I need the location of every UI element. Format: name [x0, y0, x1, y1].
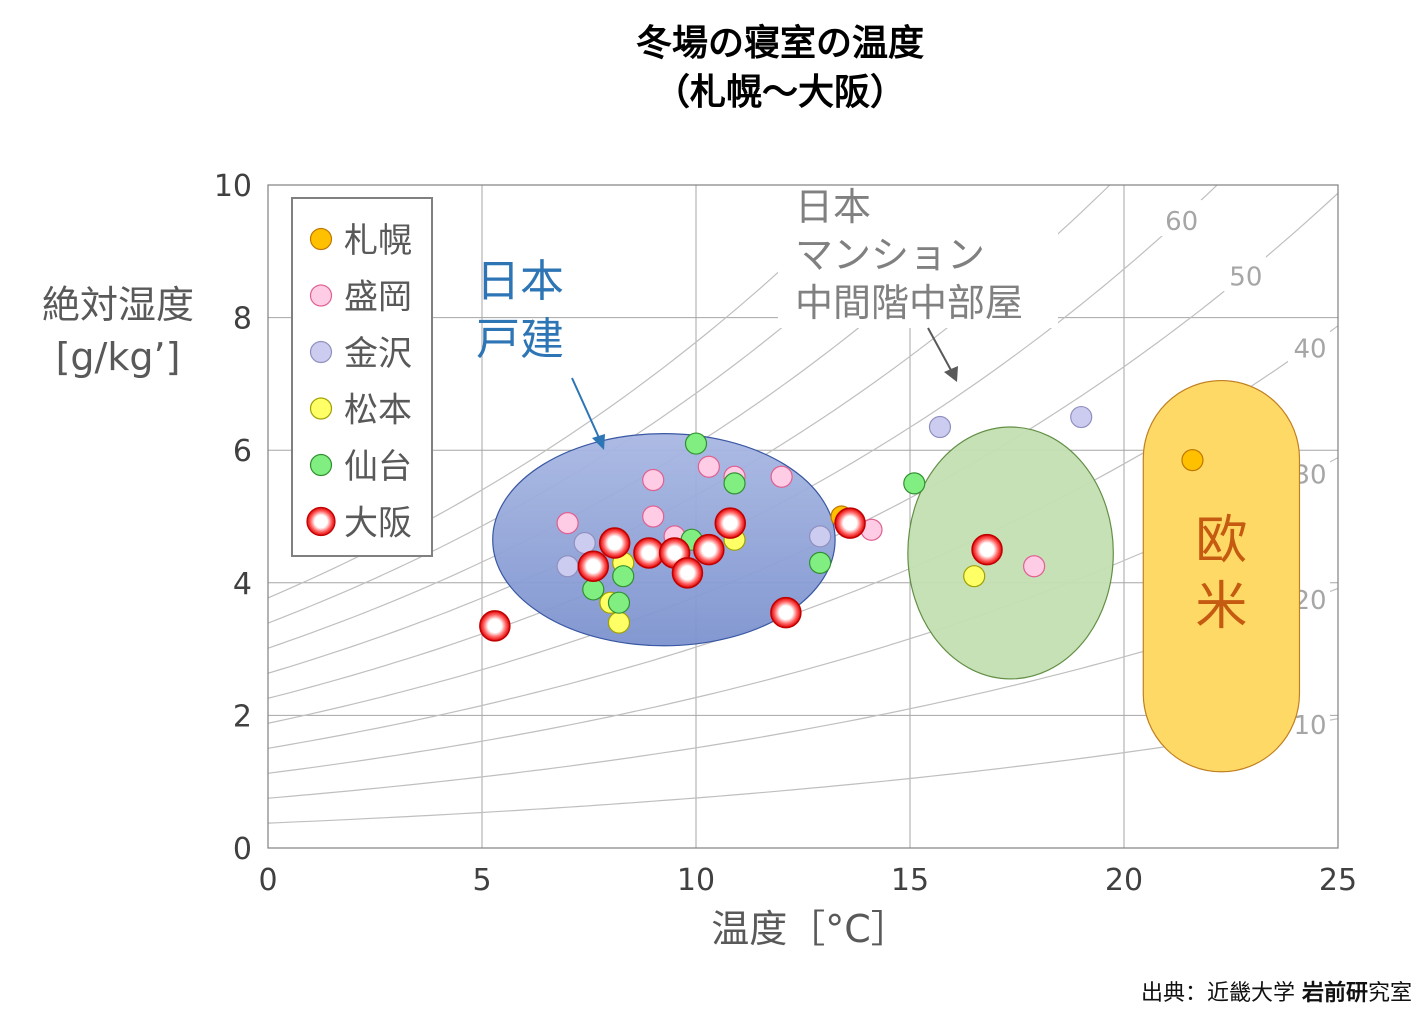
plot-frame	[267, 184, 1339, 849]
mansion-label-bg	[778, 178, 1058, 328]
arrowhead-kodate	[592, 434, 605, 450]
x-tick-label: 0	[258, 863, 277, 898]
region-label-mansion: 中間階中部屋	[795, 281, 1023, 325]
legend-marker	[309, 227, 333, 251]
region-label-mansion: 日本	[795, 185, 871, 229]
legend-marker	[309, 397, 333, 420]
region-label-oubei: 米	[1195, 577, 1247, 637]
arrowhead-mansion	[944, 366, 958, 382]
point-大阪	[479, 610, 511, 642]
region-label-kodate: 日本	[476, 256, 564, 307]
y-tick-label: 0	[233, 832, 252, 867]
point-金沢	[928, 415, 952, 439]
chart-title-line2: （札幌～大阪）	[654, 72, 906, 113]
region-1	[907, 426, 1114, 680]
x-tick-label: 25	[1319, 863, 1357, 898]
rh-curve-10	[268, 718, 1338, 824]
legend-label-盛岡: 盛岡	[344, 278, 412, 318]
legend-marker	[309, 284, 333, 307]
point-大阪	[693, 533, 725, 566]
point-仙台	[612, 565, 635, 588]
region-label-oubei: 欧	[1195, 511, 1247, 571]
y-tick-label: 4	[233, 567, 252, 602]
point-大阪	[714, 507, 746, 539]
source-prefix: 出典：近畿大学	[1140, 981, 1302, 1006]
point-大阪	[770, 596, 802, 629]
point-大阪	[598, 527, 631, 559]
region-2	[1142, 379, 1301, 773]
legend-marker	[306, 506, 336, 537]
legend-label-大阪: 大阪	[344, 504, 412, 544]
point-大阪	[971, 533, 1003, 566]
legend-label-仙台: 仙台	[344, 447, 412, 487]
legend-marker	[309, 453, 333, 477]
region-label-mansion: マンション	[795, 233, 985, 277]
rh-label-10: 10	[1293, 711, 1326, 741]
chart-title-line1: 冬場の寝室の温度	[636, 22, 924, 64]
point-金沢	[556, 555, 579, 578]
point-仙台	[903, 472, 926, 495]
point-大阪	[671, 557, 704, 589]
source-credit: 出典：近畿大学 岩前研究室	[1141, 975, 1412, 1007]
x-tick-label: 20	[1105, 863, 1143, 898]
region-label-kodate: 戸建	[476, 314, 564, 365]
x-tick-label: 10	[677, 863, 715, 898]
y-axis-label-line1: 絶対湿度	[42, 283, 194, 327]
rh-curve-70	[268, 185, 1111, 674]
point-仙台	[723, 472, 746, 495]
point-仙台	[582, 578, 605, 601]
legend-label-札幌: 札幌	[344, 221, 412, 261]
legend-marker	[309, 340, 333, 364]
regions	[492, 379, 1301, 773]
source-suffix: 究室	[1367, 981, 1412, 1006]
legend-label-松本: 松本	[344, 391, 412, 431]
rh-label-bg	[1223, 255, 1266, 292]
region-0	[492, 433, 836, 647]
point-松本	[963, 565, 986, 588]
y-tick-label: 8	[233, 302, 252, 337]
point-仙台	[809, 551, 832, 575]
point-仙台	[684, 432, 708, 455]
point-盛岡	[1023, 555, 1046, 578]
x-tick-label: 15	[891, 863, 929, 898]
arrow-mansion	[927, 327, 953, 373]
x-axis-label: 温度［°C］	[711, 907, 909, 951]
x-tick-label: 5	[472, 863, 491, 898]
point-大阪	[834, 507, 866, 539]
point-盛岡	[697, 455, 720, 478]
axes: 0 5 10 15 20 25 0 2 4 6 8 10	[214, 169, 1357, 898]
y-tick-label: 10	[214, 169, 252, 204]
point-松本	[607, 611, 631, 634]
rh-label-60: 60	[1165, 207, 1198, 237]
point-盛岡	[642, 468, 665, 492]
rh-label-bg	[1288, 327, 1331, 364]
rh-label-50: 50	[1229, 262, 1262, 292]
y-tick-label: 6	[233, 434, 252, 469]
rh-curve-80	[268, 185, 1020, 649]
data-points	[479, 405, 1204, 642]
point-仙台	[607, 591, 631, 614]
point-盛岡	[642, 505, 665, 528]
point-盛岡	[770, 465, 793, 488]
point-金沢	[809, 525, 832, 548]
rh-label-bg	[1159, 200, 1202, 237]
y-axis-label-line2: [g/kg’]	[56, 335, 181, 379]
y-tick-label: 2	[233, 699, 252, 734]
legend-box	[291, 197, 433, 557]
rh-label-40: 40	[1293, 334, 1326, 364]
point-札幌	[1181, 449, 1204, 472]
point-金沢	[1070, 405, 1093, 429]
source-bold: 岩前研	[1301, 981, 1368, 1006]
point-盛岡	[556, 512, 579, 535]
point-金沢	[573, 531, 596, 555]
point-大阪	[577, 550, 610, 582]
legend-label-金沢: 金沢	[344, 334, 412, 374]
arrow-kodate	[571, 377, 601, 441]
